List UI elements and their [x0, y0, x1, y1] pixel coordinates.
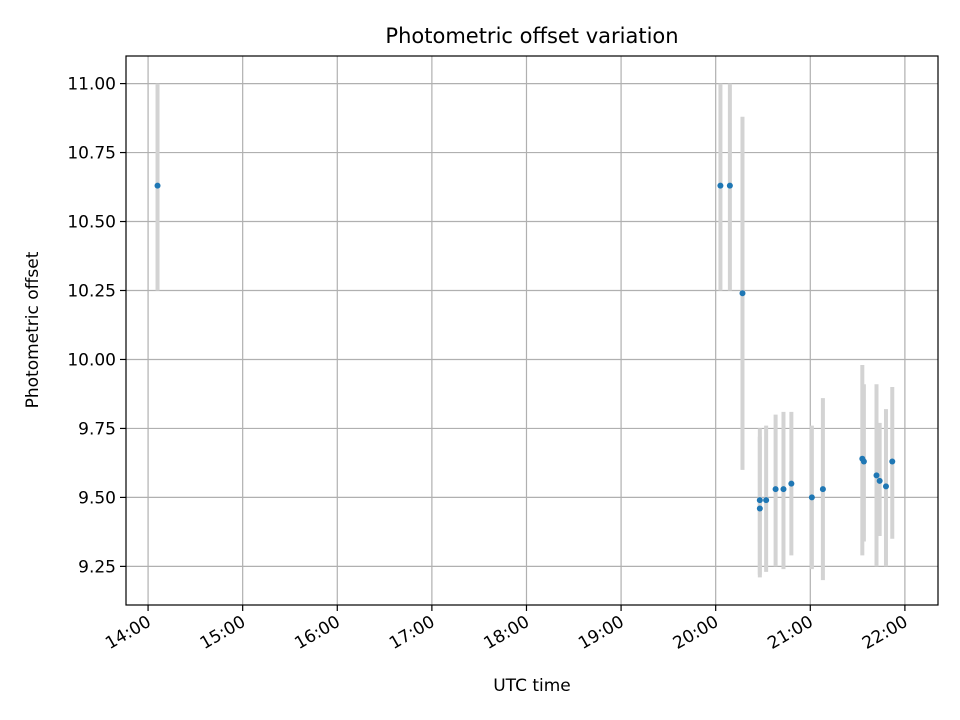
- y-tick-label: 10.00: [67, 350, 116, 370]
- data-point: [882, 483, 889, 490]
- x-tick-label: 20:00: [670, 612, 722, 654]
- data-points: [154, 182, 896, 512]
- data-point: [717, 182, 724, 189]
- data-point: [860, 458, 867, 465]
- y-tick-label: 9.75: [78, 419, 116, 439]
- data-point: [873, 472, 880, 479]
- chart-title: Photometric offset variation: [385, 24, 678, 48]
- data-point: [154, 182, 161, 189]
- y-tick-label: 10.50: [67, 213, 116, 233]
- y-axis-ticks: 9.25 9.50 9.75 10.00 10.25 10.50 10.75 11.00: [67, 75, 126, 577]
- data-point: [780, 486, 787, 493]
- x-tick-label: 18:00: [481, 612, 533, 654]
- y-tick-label: 11.00: [67, 75, 116, 95]
- data-point: [756, 505, 763, 512]
- y-axis-label: Photometric offset: [23, 251, 43, 408]
- data-point: [763, 497, 770, 504]
- data-point: [889, 458, 896, 465]
- x-axis-ticks: 14:00 15:00 16:00 17:00 18:00 19:00 20:00 21:00…: [102, 605, 911, 654]
- x-tick-label: 19:00: [575, 612, 627, 654]
- x-tick-label: 14:00: [102, 612, 154, 654]
- y-tick-label: 10.75: [67, 144, 116, 164]
- plot-frame: [125, 55, 939, 606]
- x-tick-label: 16:00: [291, 612, 343, 654]
- x-tick-label: 21:00: [764, 612, 816, 654]
- y-tick-label: 9.50: [78, 488, 116, 508]
- data-point: [726, 182, 733, 189]
- data-point: [788, 480, 795, 487]
- data-point: [808, 494, 815, 501]
- y-tick-label: 10.25: [67, 281, 116, 301]
- x-axis-label: UTC time: [493, 676, 571, 696]
- error-bars: [155, 83, 895, 581]
- data-point: [772, 486, 779, 493]
- data-point: [819, 486, 826, 493]
- x-tick-label: 15:00: [197, 612, 249, 654]
- gridlines: [126, 56, 938, 605]
- data-point: [876, 477, 883, 484]
- y-tick-label: 9.25: [78, 557, 116, 577]
- x-tick-label: 17:00: [386, 612, 438, 654]
- data-point: [756, 497, 763, 504]
- x-tick-label: 22:00: [859, 612, 911, 654]
- data-point: [739, 290, 746, 297]
